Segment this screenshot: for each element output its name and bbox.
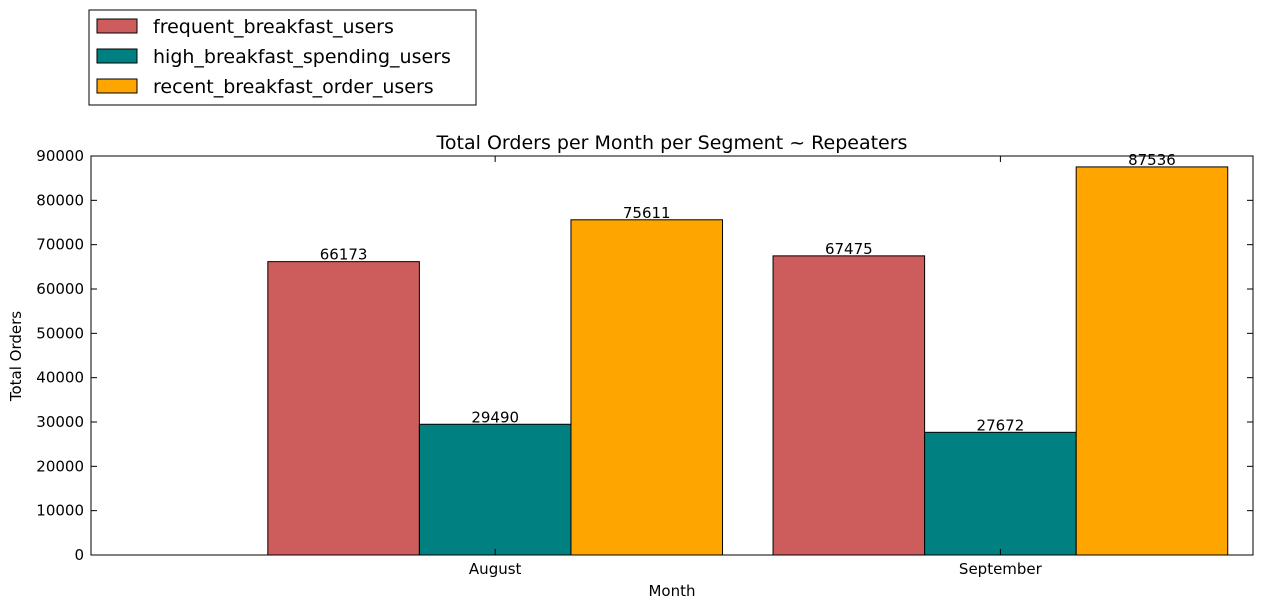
bar-frequent_breakfast_users-August xyxy=(267,261,420,556)
legend-label: frequent_breakfast_users xyxy=(153,16,394,38)
y-tick-label: 30000 xyxy=(36,413,84,431)
legend-label: recent_breakfast_order_users xyxy=(153,76,434,98)
y-tick-label: 50000 xyxy=(36,324,84,342)
data-label: 67475 xyxy=(825,240,873,258)
y-tick-label: 70000 xyxy=(36,236,84,254)
bar-frequent_breakfast_users-September xyxy=(772,255,926,556)
value-labels: 66173 67475 29490 27672 75611 87536 xyxy=(320,151,1176,434)
y-axis: 0 10000 20000 30000 40000 50000 60000 70000 8000… xyxy=(36,147,1253,564)
x-tick-label: August xyxy=(469,560,522,578)
x-axis: August September xyxy=(469,156,1043,578)
legend-box xyxy=(88,9,477,106)
bar-recent_breakfast_order_users-August xyxy=(570,219,724,556)
chart-title: Total Orders per Month per Segment ~ Rep… xyxy=(436,132,908,154)
y-tick-label: 10000 xyxy=(36,502,84,520)
x-axis-label: Month xyxy=(648,582,695,600)
y-axis-label: Total Orders xyxy=(7,311,25,402)
data-label: 87536 xyxy=(1128,151,1176,169)
data-label: 75611 xyxy=(623,204,671,222)
bar-recent_breakfast_order_users-September xyxy=(1075,166,1229,556)
y-tick-label: 0 xyxy=(74,546,84,564)
legend: frequent_breakfast_users high_breakfast_s… xyxy=(88,9,477,106)
data-label: 66173 xyxy=(320,246,368,264)
x-tick-label: September xyxy=(959,560,1043,578)
bar-high_breakfast_spending_users-September xyxy=(924,431,1077,556)
data-label: 27672 xyxy=(977,416,1025,434)
y-tick-label: 60000 xyxy=(36,280,84,298)
y-tick-label: 90000 xyxy=(36,147,84,165)
plot-area xyxy=(90,155,1254,556)
legend-label: high_breakfast_spending_users xyxy=(153,46,451,68)
y-tick-label: 20000 xyxy=(36,457,84,475)
legend-swatch xyxy=(96,18,138,34)
legend-swatch xyxy=(96,78,138,94)
y-tick-label: 40000 xyxy=(36,369,84,387)
bar-high_breakfast_spending_users-August xyxy=(418,423,572,556)
data-label: 29490 xyxy=(471,408,519,426)
bars xyxy=(267,166,1229,556)
y-tick-label: 80000 xyxy=(36,191,84,209)
legend-swatch xyxy=(96,48,138,64)
